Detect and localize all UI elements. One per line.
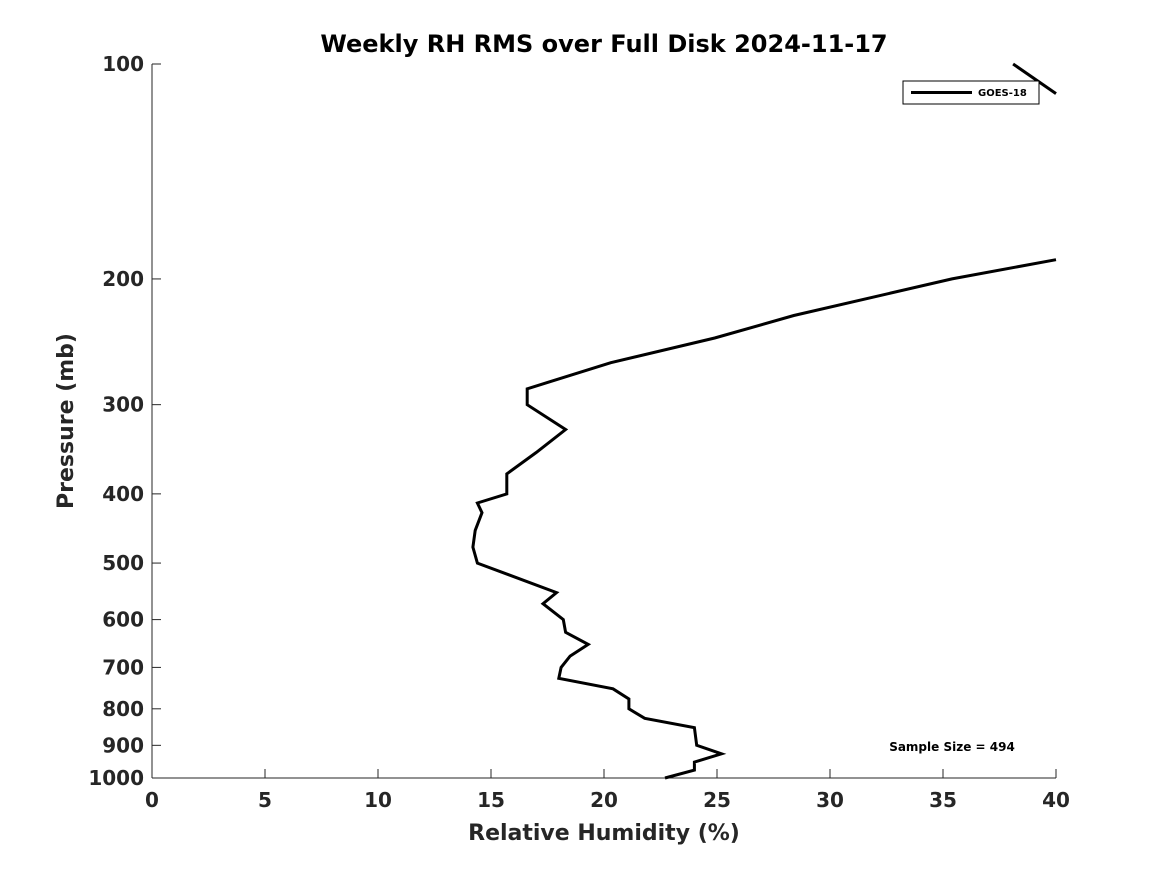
legend-label-goes-18: GOES-18 <box>978 88 1027 99</box>
x-ticks: 0 5 10 15 20 25 30 35 40 <box>145 769 1070 812</box>
y-tick-label: 700 <box>102 655 144 679</box>
series-line-segment <box>1012 62 1057 95</box>
x-tick-label: 35 <box>929 788 957 812</box>
y-tick-label: 300 <box>102 393 144 417</box>
x-axis-label: Relative Humidity (%) <box>468 821 740 846</box>
x-tick-label: 25 <box>703 788 731 812</box>
x-tick-label: 30 <box>816 788 844 812</box>
y-tick-label: 400 <box>102 482 144 506</box>
y-tick-label: 1000 <box>88 766 144 790</box>
y-tick-label: 200 <box>102 267 144 291</box>
x-tick-label: 15 <box>477 788 505 812</box>
y-ticks: 100 200 300 400 500 600 700 800 900 1000 <box>88 52 161 790</box>
x-tick-label: 5 <box>258 788 272 812</box>
x-tick-label: 10 <box>364 788 392 812</box>
data-lines <box>471 62 1057 780</box>
x-tick-label: 0 <box>145 788 159 812</box>
y-tick-label: 100 <box>102 52 144 76</box>
y-tick-label: 600 <box>102 608 144 632</box>
y-tick-label: 500 <box>102 551 144 575</box>
y-tick-label: 900 <box>102 733 144 757</box>
x-tick-label: 20 <box>590 788 618 812</box>
series-line-goes-18 <box>471 258 1057 780</box>
y-tick-label: 800 <box>102 697 144 721</box>
legend: GOES-18 <box>902 80 1040 105</box>
x-tick-label: 40 <box>1042 788 1070 812</box>
sample-size-annotation: Sample Size = 494 <box>889 740 1015 754</box>
chart-title: Weekly RH RMS over Full Disk 2024-11-17 <box>320 30 887 58</box>
y-axis-label: Pressure (mb) <box>54 333 79 509</box>
